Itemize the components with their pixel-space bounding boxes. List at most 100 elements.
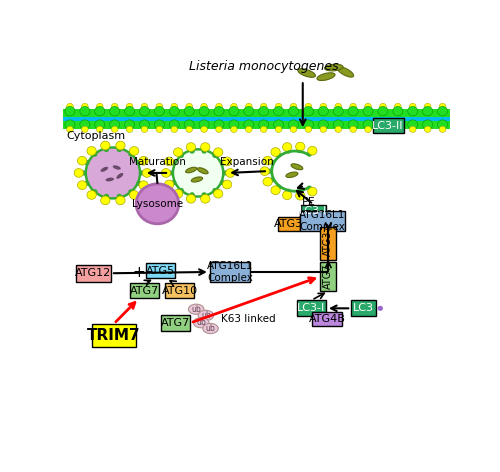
Text: LC3: LC3 <box>354 303 374 313</box>
Circle shape <box>296 142 305 151</box>
FancyBboxPatch shape <box>320 228 336 260</box>
Circle shape <box>92 152 98 157</box>
Circle shape <box>271 186 280 194</box>
Circle shape <box>94 106 105 116</box>
Ellipse shape <box>192 177 202 182</box>
Circle shape <box>178 188 184 193</box>
Circle shape <box>186 143 196 152</box>
FancyBboxPatch shape <box>162 315 190 331</box>
Circle shape <box>100 196 110 205</box>
Circle shape <box>216 126 222 133</box>
Ellipse shape <box>116 173 123 179</box>
FancyBboxPatch shape <box>130 283 160 298</box>
Circle shape <box>267 169 272 174</box>
Circle shape <box>202 192 207 197</box>
Circle shape <box>226 169 235 177</box>
FancyBboxPatch shape <box>76 264 111 282</box>
Circle shape <box>100 141 110 150</box>
Circle shape <box>126 103 133 110</box>
FancyBboxPatch shape <box>320 262 336 291</box>
Text: Listeria monocytogenes: Listeria monocytogenes <box>189 60 339 73</box>
Circle shape <box>438 106 448 116</box>
Text: ATG4B: ATG4B <box>308 314 346 324</box>
Circle shape <box>139 170 144 176</box>
Ellipse shape <box>100 167 108 172</box>
Circle shape <box>394 103 401 110</box>
Text: K63 linked: K63 linked <box>222 314 276 324</box>
FancyBboxPatch shape <box>210 262 250 282</box>
Circle shape <box>94 120 105 129</box>
Circle shape <box>112 103 118 110</box>
Text: ub: ub <box>192 305 201 314</box>
Circle shape <box>290 126 297 133</box>
Circle shape <box>230 103 237 110</box>
Text: LC3-I: LC3-I <box>298 303 326 313</box>
Circle shape <box>174 148 182 157</box>
Circle shape <box>276 152 281 158</box>
Text: ATG12: ATG12 <box>76 268 112 278</box>
Circle shape <box>186 103 192 110</box>
Circle shape <box>116 141 125 150</box>
Circle shape <box>136 160 142 165</box>
Circle shape <box>154 106 164 116</box>
Circle shape <box>274 120 283 129</box>
Circle shape <box>438 120 448 129</box>
Ellipse shape <box>188 304 204 314</box>
Circle shape <box>201 126 207 133</box>
Circle shape <box>169 106 179 116</box>
Circle shape <box>364 126 372 133</box>
Text: ATG16L1
Complex: ATG16L1 Complex <box>207 261 254 283</box>
Circle shape <box>335 126 342 133</box>
Circle shape <box>214 120 224 129</box>
Circle shape <box>171 103 177 110</box>
Circle shape <box>348 106 358 116</box>
Circle shape <box>393 106 403 116</box>
Circle shape <box>65 106 75 116</box>
Ellipse shape <box>203 323 218 334</box>
Circle shape <box>84 160 89 165</box>
Text: TRIM7: TRIM7 <box>87 328 141 343</box>
Circle shape <box>184 120 194 129</box>
Circle shape <box>276 126 282 133</box>
FancyBboxPatch shape <box>372 118 404 133</box>
Circle shape <box>286 149 291 153</box>
Circle shape <box>304 106 314 116</box>
Circle shape <box>214 148 223 157</box>
Circle shape <box>270 160 275 165</box>
Ellipse shape <box>198 310 214 320</box>
Circle shape <box>124 106 134 116</box>
Circle shape <box>333 120 344 129</box>
Text: ATG7: ATG7 <box>130 286 160 295</box>
Circle shape <box>104 194 109 199</box>
Circle shape <box>304 120 314 129</box>
Circle shape <box>258 106 268 116</box>
Circle shape <box>174 189 182 198</box>
Circle shape <box>81 170 86 176</box>
Circle shape <box>169 120 179 129</box>
Circle shape <box>380 126 386 133</box>
Circle shape <box>308 187 317 196</box>
Circle shape <box>378 120 388 129</box>
Circle shape <box>350 103 356 110</box>
Circle shape <box>282 143 292 152</box>
Text: ub: ub <box>196 318 206 327</box>
Circle shape <box>263 156 272 165</box>
Circle shape <box>164 180 174 189</box>
Circle shape <box>318 120 328 129</box>
Circle shape <box>410 126 416 133</box>
Circle shape <box>306 152 312 157</box>
Text: +: + <box>132 265 145 280</box>
Circle shape <box>212 153 218 158</box>
Circle shape <box>201 103 207 110</box>
Circle shape <box>440 103 446 110</box>
Circle shape <box>156 103 162 110</box>
Circle shape <box>305 103 312 110</box>
Circle shape <box>80 106 90 116</box>
Circle shape <box>130 147 139 155</box>
Bar <box>62 121 450 129</box>
Circle shape <box>171 160 176 166</box>
Circle shape <box>305 126 312 133</box>
Circle shape <box>220 180 226 185</box>
Circle shape <box>140 106 149 116</box>
Circle shape <box>222 157 232 166</box>
